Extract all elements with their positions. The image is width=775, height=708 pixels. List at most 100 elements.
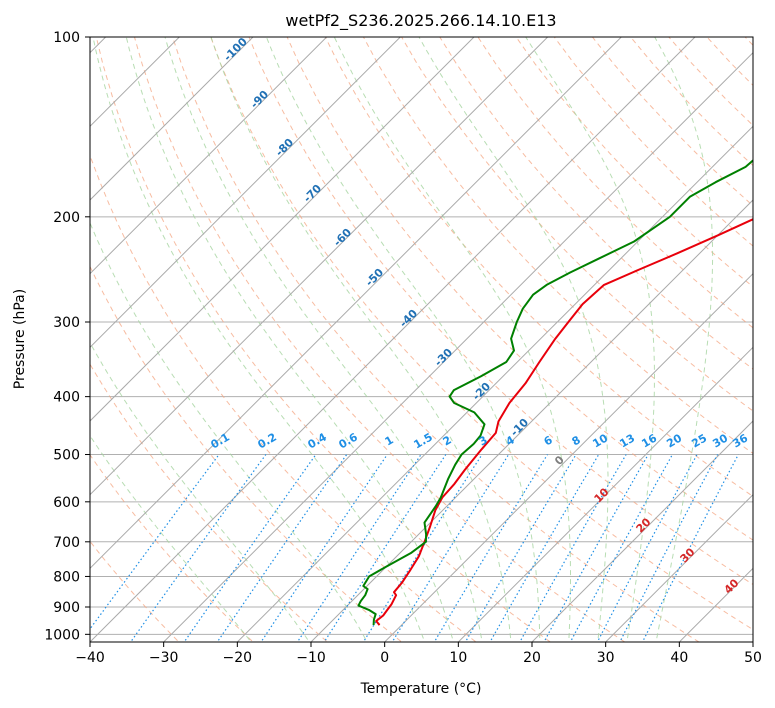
x-tick-label: −20 (223, 650, 253, 666)
mixing-ratio-label: 1 (383, 433, 396, 448)
mixing-ratio-line (183, 454, 317, 642)
isotherm-line (90, 37, 623, 570)
dry-adiabat (95, 37, 552, 642)
y-tick-label: 500 (53, 448, 80, 464)
dry-adiabat (133, 37, 626, 642)
isotherm-line (90, 37, 254, 201)
moist-adiabat (333, 37, 571, 642)
dry-adiabat (553, 37, 753, 247)
dry-adiabat (477, 37, 753, 329)
isotherm-label: -20 (470, 380, 493, 403)
y-tick-label: 1000 (44, 627, 80, 643)
mixing-ratio-line (90, 454, 220, 631)
mixing-ratio-line (464, 454, 577, 642)
x-tick-label: 20 (523, 650, 541, 666)
mixing-ratio-label: 0.2 (256, 430, 279, 451)
moist-adiabat (418, 37, 609, 642)
mixing-ratio-line (129, 454, 267, 642)
moist-adiabat-label: 30 (678, 545, 698, 565)
dry-adiabat (90, 363, 329, 642)
x-tick-label: 10 (449, 650, 467, 666)
y-tick-label: 700 (53, 535, 80, 551)
dry-adiabat (770, 24, 775, 647)
moist-adiabat (210, 37, 512, 642)
isotherm-label: -30 (432, 346, 455, 369)
mixing-ratio-label: 16 (639, 431, 659, 450)
x-axis: −40 −30 −20 −10 0 10 20 30 40 50 (75, 642, 762, 666)
mixing-ratio-label: 13 (617, 432, 637, 451)
moist-adiabat (125, 37, 454, 642)
isotherm-line (90, 37, 549, 496)
dry-adiabat (90, 265, 403, 642)
y-tick-label: 900 (53, 600, 80, 616)
dry-adiabat (668, 37, 753, 127)
isotherm-line (531, 420, 753, 642)
isotherm-line (457, 346, 753, 642)
isotherm-line (90, 37, 328, 275)
isotherm-line (162, 51, 753, 642)
isotherm-label: -40 (397, 307, 420, 330)
line-labels: 0.1 0.2 0.4 0.6 1 1.5 2 3 4 6 8 10 13 16 20 25 30 36-100-… (209, 35, 751, 597)
chart-title: wetPf2_S236.2025.266.14.10.E13 (285, 11, 556, 31)
moist-adiabat (164, 37, 483, 642)
isotherm-line (90, 37, 696, 642)
temperature-line (375, 218, 753, 626)
isotherm-label: -60 (331, 226, 354, 249)
x-tick-label: 50 (744, 650, 762, 666)
isotherm-line (90, 37, 181, 128)
background-lines (90, 24, 775, 647)
y-tick-label: 300 (53, 315, 80, 331)
isotherm-label: -90 (248, 88, 271, 111)
dry-adiabat (362, 37, 753, 455)
dry-adiabat (286, 37, 753, 541)
x-tick-label: 30 (597, 650, 615, 666)
isotherm-line (310, 199, 753, 642)
mixing-ratio-line (296, 454, 422, 642)
mixing-ratio-line (619, 454, 719, 642)
series-layer (357, 159, 753, 626)
x-tick-label: 40 (670, 650, 688, 666)
mixing-ratio-line (569, 454, 673, 642)
mixing-ratio-line (596, 454, 698, 642)
isotherm-line (752, 641, 753, 642)
mixing-ratio-label: 30 (710, 431, 730, 450)
moist-adiabat-label: 20 (634, 515, 654, 535)
dry-adiabat (744, 37, 753, 46)
isotherm-label: -70 (301, 182, 324, 205)
dry-adiabat (90, 154, 477, 642)
dry-adiabat (439, 37, 753, 370)
mixing-ratio-label: 0.1 (209, 430, 232, 451)
mixing-ratio-line (323, 454, 447, 642)
x-tick-label: −40 (75, 650, 105, 666)
y-tick-label: 400 (53, 390, 80, 406)
moist-adiabat (90, 341, 310, 642)
moist-adiabat (92, 37, 426, 642)
y-axis: 1000 900 800 700 600 500 400 300 200 100 (44, 30, 90, 643)
moist-adiabat-label: 40 (722, 576, 742, 596)
dry-adiabat (591, 37, 753, 207)
isotherm-line (236, 125, 753, 642)
moist-adiabat (525, 37, 655, 642)
dry-adiabat (401, 37, 753, 412)
moist-adiabat-label: 10 (592, 485, 612, 505)
mixing-ratio-line (216, 454, 348, 642)
isotherm-label: -80 (273, 136, 296, 159)
y-tick-label: 100 (53, 30, 80, 46)
mixing-ratio-label: 0.4 (306, 430, 330, 451)
mixing-ratio-line (260, 454, 388, 642)
isotherm-label: -100 (221, 35, 250, 64)
dry-adiabat (706, 37, 753, 87)
moist-adiabat (90, 434, 252, 642)
isotherm-label: -50 (363, 266, 386, 289)
y-axis-label: Pressure (hPa) (12, 289, 28, 389)
mixing-ratio-label: 6 (542, 433, 555, 448)
plot-frame (89, 36, 754, 643)
dry-adiabat (90, 540, 180, 642)
mixing-ratio-line (362, 454, 483, 642)
moist-adiabat (90, 221, 368, 642)
moist-adiabat (265, 37, 541, 642)
dry-adiabat (324, 37, 753, 498)
mixing-ratio-line (391, 454, 510, 642)
isotherm-line (604, 493, 753, 642)
